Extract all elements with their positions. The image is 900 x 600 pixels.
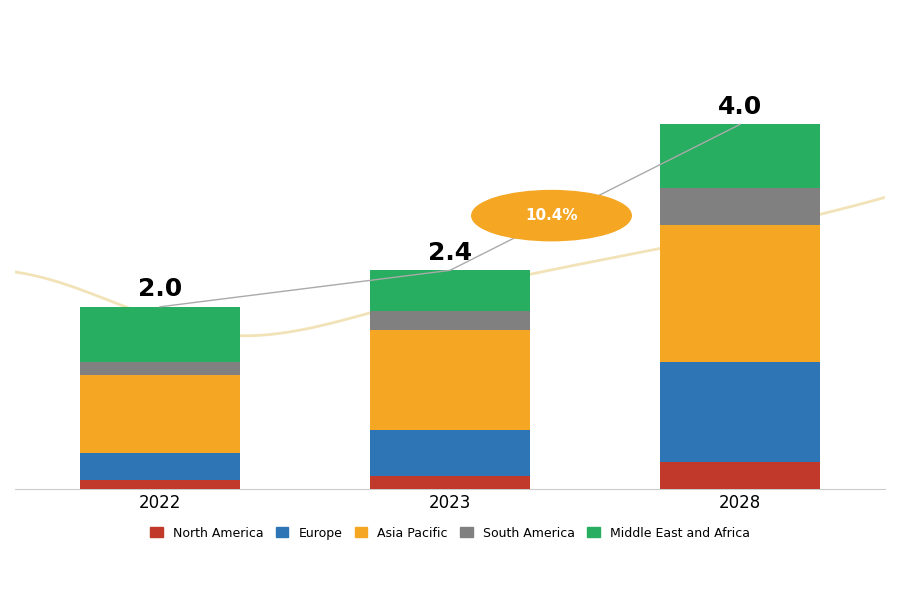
Text: 2.0: 2.0 — [138, 277, 182, 301]
Bar — [370, 311, 530, 329]
Bar — [80, 362, 239, 375]
Bar — [370, 476, 530, 489]
Bar — [80, 307, 239, 362]
Legend: North America, Europe, Asia Pacific, South America, Middle East and Africa: North America, Europe, Asia Pacific, Sou… — [145, 521, 755, 545]
Bar — [661, 124, 820, 188]
Bar — [370, 430, 530, 476]
Bar — [370, 329, 530, 430]
Ellipse shape — [472, 191, 631, 241]
Bar — [80, 453, 239, 480]
Bar — [80, 375, 239, 453]
Bar — [661, 188, 820, 225]
Bar — [661, 362, 820, 462]
Bar — [661, 225, 820, 362]
Text: 4.0: 4.0 — [718, 95, 762, 119]
Text: 2.4: 2.4 — [428, 241, 473, 265]
Bar — [370, 271, 530, 311]
Text: 10.4%: 10.4% — [526, 208, 578, 223]
Bar — [80, 480, 239, 489]
Bar — [661, 462, 820, 489]
